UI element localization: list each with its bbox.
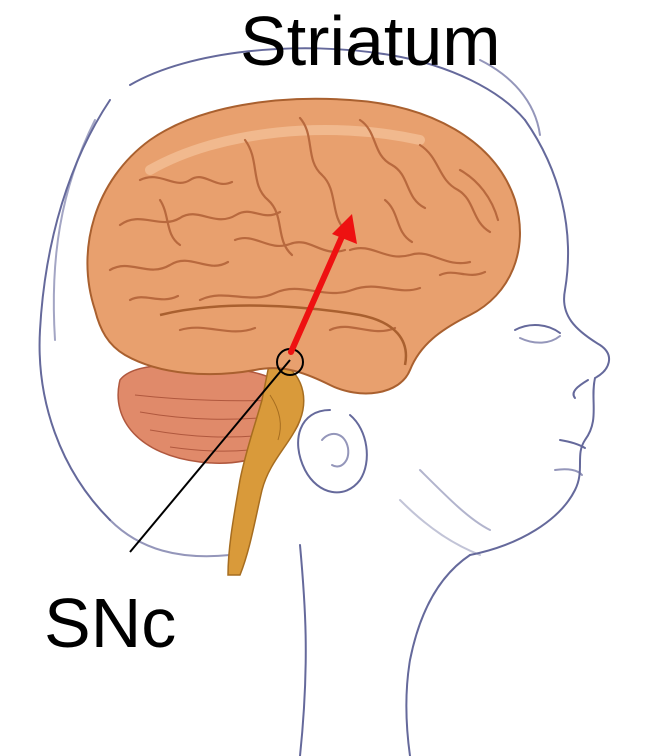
dopamine-pathway-arrow-icon <box>288 214 357 355</box>
snc-label: SNc <box>44 584 177 662</box>
snc-pointer-line <box>129 359 291 553</box>
striatum-label: Striatum <box>240 2 501 80</box>
cerebrum <box>86 97 521 395</box>
head-sketch <box>38 47 610 756</box>
brainstem <box>227 359 305 576</box>
